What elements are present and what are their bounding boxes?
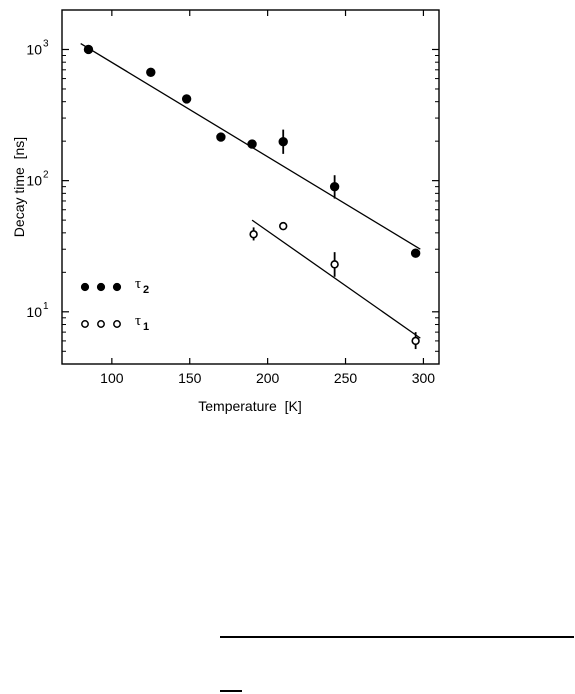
legend-marker: [96, 282, 106, 292]
data-point-tau2: [216, 132, 226, 142]
data-point-tau1: [249, 230, 258, 239]
x-tick-label: 150: [178, 370, 202, 386]
data-point-tau2: [181, 94, 192, 104]
y-tick-label: 10: [26, 173, 42, 189]
legend-marker: [97, 320, 105, 328]
legend-label: τ: [135, 313, 141, 329]
y-axis-label: Decay time [ns]: [11, 137, 27, 237]
data-points: [83, 44, 421, 346]
x-tick-label: 100: [100, 370, 124, 386]
axis-labels: Temperature [K] Decay time [ns]: [11, 137, 302, 414]
data-point-tau2: [410, 248, 421, 258]
horizontal-rule: [220, 636, 574, 638]
y-tick-label: 10: [26, 304, 42, 320]
data-point-tau2: [83, 44, 94, 55]
legend-marker: [80, 282, 90, 292]
data-point-tau2: [146, 67, 156, 77]
legend-marker: [81, 320, 89, 328]
x-tick-label: 300: [412, 370, 436, 386]
legend: τ 2τ 1: [80, 276, 149, 333]
y-tick-label-exponent: 3: [43, 38, 49, 49]
data-point-tau1: [411, 336, 420, 346]
fit-lines: [80, 42, 421, 339]
data-point-tau1: [279, 221, 288, 231]
legend-label-subscript: 2: [143, 284, 149, 296]
data-point-tau2: [329, 181, 340, 192]
data-point-tau1: [330, 260, 339, 269]
y-tick-label: 10: [26, 41, 42, 57]
data-point-tau2: [278, 137, 288, 147]
x-tick-label: 200: [256, 370, 280, 386]
fit-line: [251, 219, 421, 339]
short-rule: [220, 690, 242, 692]
y-tick-label-exponent: 1: [43, 301, 49, 312]
data-point-tau2: [247, 139, 257, 149]
legend-marker: [112, 282, 122, 292]
x-tick-label: 250: [334, 370, 358, 386]
legend-marker: [113, 320, 121, 328]
y-tick-label-exponent: 2: [43, 170, 49, 181]
x-axis-label: Temperature [K]: [198, 398, 302, 414]
legend-label: τ: [135, 276, 141, 292]
legend-label-subscript: 1: [143, 321, 149, 333]
